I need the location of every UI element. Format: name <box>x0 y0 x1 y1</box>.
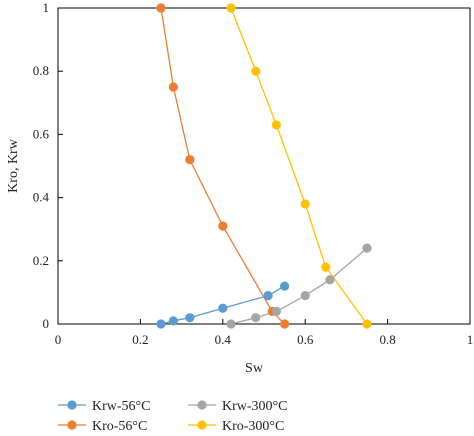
y-tick-label: 1 <box>43 0 50 15</box>
legend-item: Krw-56°C <box>58 399 150 414</box>
data-point <box>168 316 178 326</box>
legend-item: Kro-56°C <box>58 419 147 434</box>
data-point <box>185 155 195 165</box>
data-point <box>300 290 310 301</box>
plot-frame <box>57 7 471 325</box>
axes-layer: 0 0.2 0.4 0.6 0.8 1 0 0.2 0.4 0.6 0.8 1 Sw Kro, Krw <box>6 0 473 376</box>
legend-item: Krw-300°C <box>188 399 287 414</box>
data-point <box>218 221 228 231</box>
legend-item: Kro-300°C <box>188 419 284 434</box>
data-point <box>362 243 372 253</box>
legend-label: Kro-56°C <box>92 419 147 434</box>
data-point <box>251 66 261 76</box>
data-point <box>185 313 195 323</box>
data-point <box>362 319 372 329</box>
x-tick-label: 0 <box>55 332 62 347</box>
legend-label: Krw-300°C <box>222 399 287 414</box>
data-point <box>251 313 261 323</box>
y-axis-title: Kro, Krw <box>6 138 21 193</box>
data-point <box>218 303 228 313</box>
legend-label: Krw-56°C <box>92 399 150 414</box>
data-point <box>321 262 331 272</box>
legend-swatch-marker <box>67 420 77 430</box>
data-point <box>271 120 281 130</box>
data-point <box>300 199 310 209</box>
legend: Krw-56°C Kro-56°C Krw-300°C Kro-300°C <box>58 399 287 434</box>
legend-label: Kro-300°C <box>222 419 284 434</box>
x-tick-label: 0.6 <box>297 332 314 347</box>
data-point <box>263 290 273 301</box>
data-point <box>280 281 290 291</box>
y-tick-label: 0.8 <box>33 63 49 78</box>
data-point <box>168 82 178 92</box>
y-tick-label: 0 <box>43 316 50 331</box>
data-point <box>271 306 281 316</box>
x-tick-label: 1 <box>467 332 474 347</box>
data-point <box>280 319 290 329</box>
y-tick-label: 0.4 <box>33 190 50 205</box>
y-tick-label: 0.2 <box>33 253 49 268</box>
series-line-2 <box>230 247 368 325</box>
x-tick-label: 0.2 <box>132 332 148 347</box>
data-point <box>325 275 335 285</box>
series-line-1 <box>160 7 286 325</box>
data-point <box>226 3 236 13</box>
data-point <box>156 319 166 329</box>
data-point <box>226 319 236 329</box>
legend-swatch-marker <box>197 400 207 410</box>
y-tick-label: 0.6 <box>33 126 50 141</box>
series-layer <box>156 3 372 329</box>
x-axis-title: Sw <box>245 361 264 376</box>
data-point <box>156 3 166 13</box>
legend-swatch-marker <box>197 420 207 430</box>
x-tick-label: 0.8 <box>379 332 395 347</box>
legend-swatch-marker <box>67 400 77 410</box>
x-tick-label: 0.4 <box>215 332 232 347</box>
